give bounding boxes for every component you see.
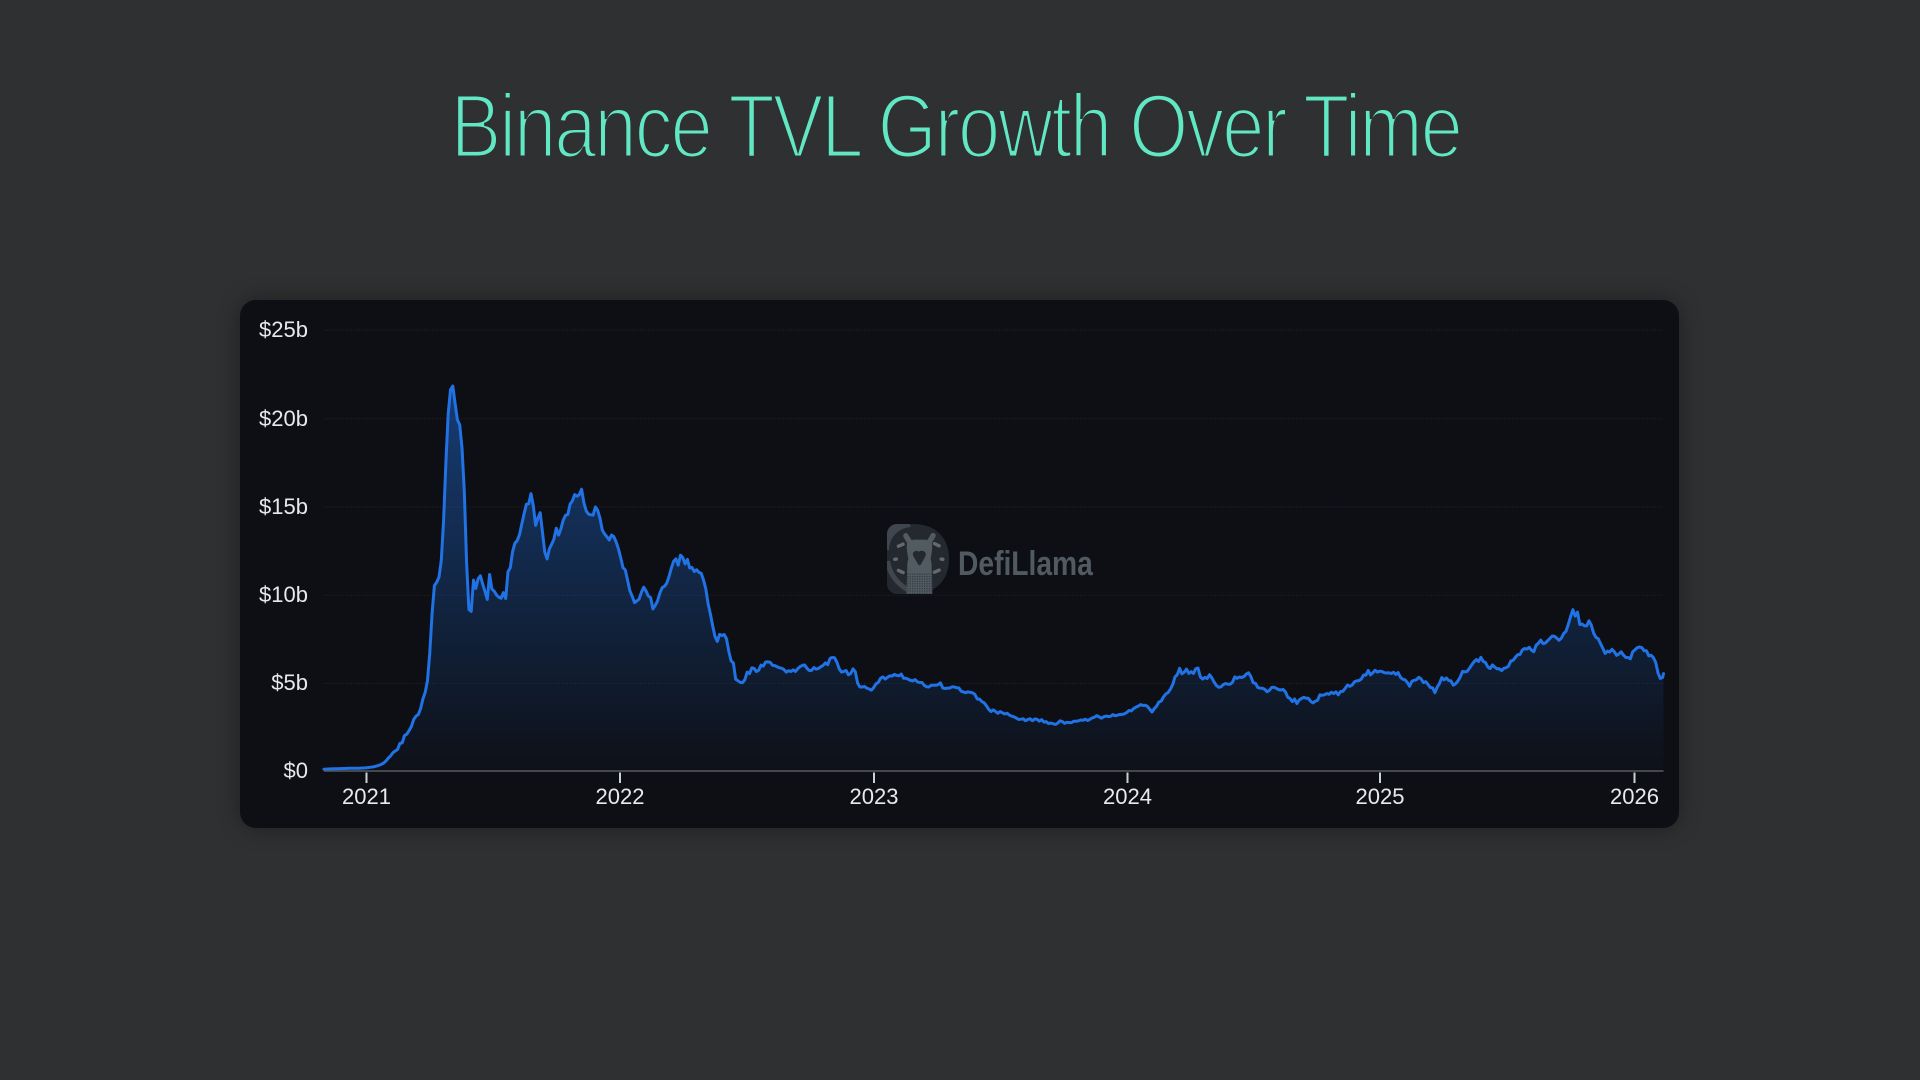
svg-text:DefiLlama: DefiLlama	[958, 545, 1093, 583]
